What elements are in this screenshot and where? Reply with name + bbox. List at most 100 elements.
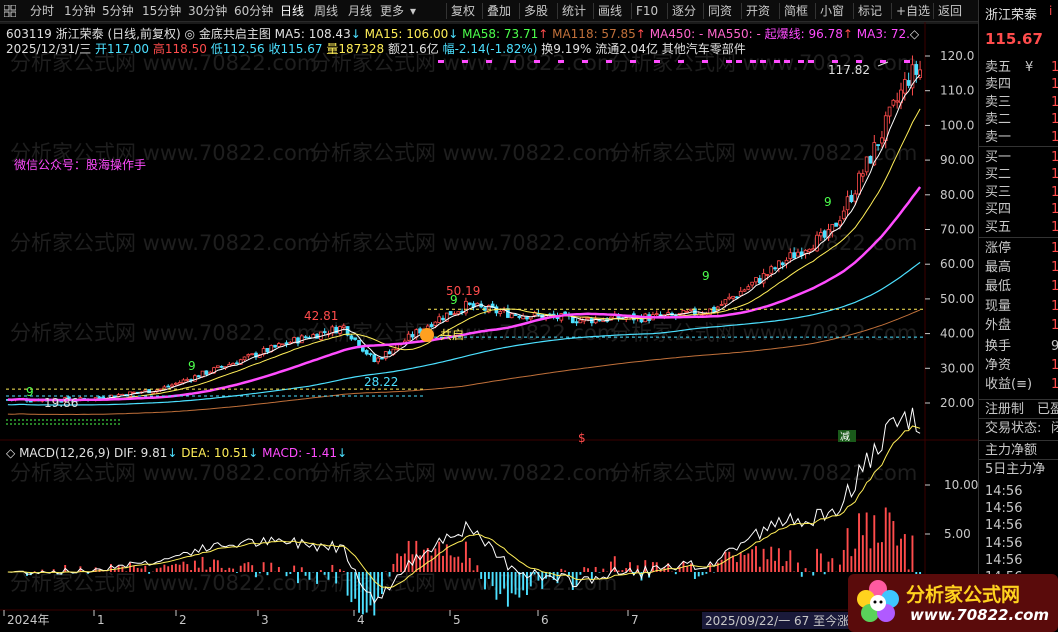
tool-button-11[interactable]: 标记 <box>858 4 883 18</box>
candle-body <box>506 308 510 318</box>
diamond-icon[interactable]: ◇ <box>909 27 920 41</box>
moving-averages: 117.82 42.81 50.19 28.22 19.86 9 9 9 9 9 $ 减 共启 <box>6 60 925 445</box>
formula-name[interactable]: 金底共启主图 <box>198 27 271 41</box>
candle-body <box>731 295 735 299</box>
order-book-row[interactable]: 卖一 1 <box>985 128 1058 147</box>
candle-body <box>803 249 808 254</box>
quote-stat-row: 最高 1 <box>985 258 1058 277</box>
tool-button-0[interactable]: 复权 <box>451 4 476 18</box>
candle-body <box>429 324 434 328</box>
info-row[interactable]: 交易状态: 闭 <box>985 419 1058 438</box>
info-row[interactable]: 5日主力净 <box>985 460 1058 479</box>
candle-body <box>525 316 529 320</box>
macd-collapse-icon[interactable]: ◇ <box>6 446 16 460</box>
info-row[interactable]: 主力净额 <box>985 441 1058 460</box>
price-label: 70.00 <box>940 223 974 237</box>
candle-body <box>120 393 125 396</box>
candle-body <box>349 335 354 340</box>
order-book-value: 1 <box>1051 219 1058 235</box>
candle-body <box>467 302 472 305</box>
order-book-row[interactable]: 卖二 1 <box>985 110 1058 129</box>
info-row[interactable]: 注册制 已盈 <box>985 400 1058 419</box>
quote-stat-value: 1 <box>1051 358 1058 373</box>
quote-stat-value: 1 <box>1051 317 1058 333</box>
order-book-row[interactable]: 买四 1 <box>985 200 1058 219</box>
order-book-row[interactable]: 买三 1 <box>985 183 1058 202</box>
candle-body <box>444 312 449 322</box>
period-tab-9[interactable]: 更多 <box>380 4 405 18</box>
stock-name: 浙江荣泰 <box>55 27 104 41</box>
period-tab-1[interactable]: 1分钟 <box>64 4 96 18</box>
order-book-row[interactable]: 卖四 1 <box>985 75 1058 94</box>
candle-body <box>685 310 690 313</box>
tool-button-8[interactable]: 开资 <box>746 4 771 18</box>
candle-body <box>196 375 201 378</box>
quote-stat-label: 最高 <box>985 260 1012 276</box>
candle-body <box>406 333 411 341</box>
period-tab-4[interactable]: 30分钟 <box>188 4 228 18</box>
tool-button-4[interactable]: 画线 <box>598 4 623 18</box>
order-book-row[interactable]: 卖三 1 <box>985 93 1058 112</box>
chart-mode[interactable]: (日线,前复权) <box>107 27 181 41</box>
info-row-label: 5日主力净 <box>985 462 1046 477</box>
tool-button-13[interactable]: 返回 <box>938 4 963 18</box>
tool-button-10[interactable]: 小窗 <box>820 4 845 18</box>
tool-button-3[interactable]: 统计 <box>562 4 587 18</box>
more-dropdown-icon[interactable]: ▾ <box>410 4 417 18</box>
order-book-row[interactable]: 卖五 ¥1 <box>985 58 1058 77</box>
candle-body <box>777 260 781 269</box>
order-book-row[interactable]: 买二 1 <box>985 165 1058 184</box>
candle-body <box>754 277 758 283</box>
tick-time: 14:56 <box>985 484 1023 499</box>
top-marker <box>880 60 886 63</box>
candle-body <box>761 273 766 284</box>
order-book-row[interactable]: 买五 1 <box>985 218 1058 237</box>
ohlc-low: 低112.56 <box>210 42 265 56</box>
price-label: 110.0 <box>940 84 974 98</box>
toolbar-separator <box>593 3 594 19</box>
grid-icon[interactable] <box>4 5 16 17</box>
quote-stat-row: 换手 9 <box>985 337 1058 356</box>
tool-button-12[interactable]: +自选 <box>896 4 931 18</box>
watermark-text: 分析家公式网 www.70822.com <box>10 51 317 75</box>
tool-button-9[interactable]: 简框 <box>784 4 809 18</box>
top-marker <box>726 60 732 63</box>
top-marker <box>678 60 684 63</box>
macd-panel <box>7 407 922 616</box>
candle-body <box>250 353 255 356</box>
quote-stat-value: 1 <box>1051 279 1058 295</box>
tool-button-5[interactable]: F10 <box>636 4 659 18</box>
macd-dea: DEA: 10.51 <box>181 446 249 460</box>
candle-body <box>834 222 838 227</box>
order-book-row[interactable]: 买一 1 <box>985 148 1058 167</box>
candle-body <box>456 311 461 315</box>
candle-body <box>517 315 522 318</box>
period-tab-3[interactable]: 15分钟 <box>142 4 182 18</box>
candle-body <box>219 365 224 368</box>
top-marker <box>904 60 910 63</box>
period-tab-8[interactable]: 月线 <box>348 4 373 18</box>
period-tab-5[interactable]: 60分钟 <box>234 4 274 18</box>
nine-count: 9 <box>824 195 832 209</box>
period-tab-7[interactable]: 周线 <box>314 4 339 18</box>
ohlc-amount: 额21.6亿 <box>388 42 439 56</box>
info-icon[interactable]: i <box>1049 4 1053 18</box>
tool-button-2[interactable]: 多股 <box>524 4 549 18</box>
period-tab-6[interactable]: 日线 <box>280 4 305 18</box>
time-label: 2 <box>179 613 187 627</box>
ohlc-high: 高118.50 <box>152 42 207 56</box>
up-arrow-icon: ↑ <box>538 27 549 41</box>
macd-title[interactable]: MACD(12,26,9) <box>19 446 111 460</box>
logo-url: www.70822.com <box>910 606 1050 624</box>
tool-button-7[interactable]: 同资 <box>708 4 733 18</box>
tool-button-1[interactable]: 叠加 <box>487 4 512 18</box>
candle-body <box>876 144 880 146</box>
quote-stat-row: 收益(≡) 1 <box>985 375 1058 394</box>
period-tab-0[interactable]: 分时 <box>30 4 55 18</box>
period-tab-2[interactable]: 5分钟 <box>102 4 134 18</box>
toolbar-separator <box>557 3 558 19</box>
order-book-label: 卖五 <box>985 60 1012 75</box>
tool-button-6[interactable]: 逐分 <box>672 4 697 18</box>
